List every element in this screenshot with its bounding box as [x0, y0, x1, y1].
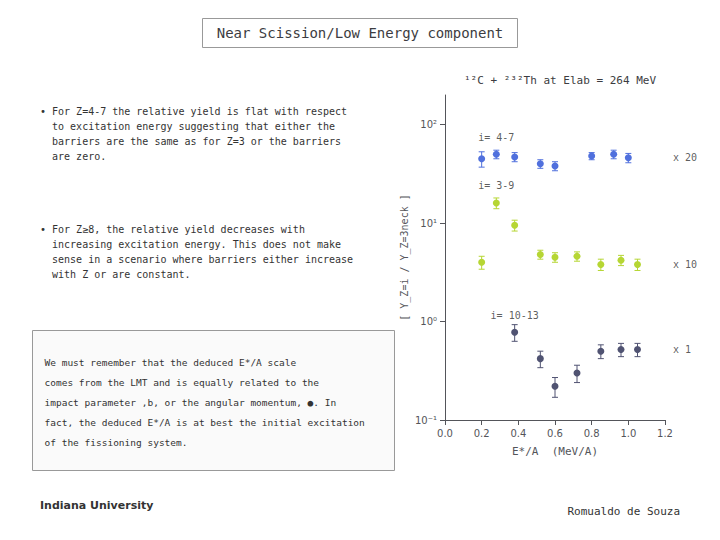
svg-text:sense in a scenario where barr: sense in a scenario where barriers eithe…: [40, 254, 353, 265]
svg-text:i= 3-9: i= 3-9: [478, 180, 514, 191]
svg-text:10⁰: 10⁰: [420, 316, 437, 327]
svg-text:1.2: 1.2: [657, 428, 673, 439]
svg-text:¹²C + ²³²Th at Elab = 264 MeV: ¹²C + ²³²Th at Elab = 264 MeV: [464, 74, 656, 87]
svg-text:x 1: x 1: [673, 344, 691, 355]
svg-text:0.2: 0.2: [474, 428, 490, 439]
svg-text:i= 4-7: i= 4-7: [478, 132, 514, 143]
svg-text:comes from the LMT and is equa: comes from the LMT and is equally relate…: [45, 377, 320, 388]
svg-text:x 20: x 20: [673, 152, 697, 163]
svg-text:• For Z≥8, the relative yield: • For Z≥8, the relative yield decreases …: [40, 224, 305, 235]
svg-text:• For Z=4-7 the relative yield: • For Z=4-7 the relative yield is flat w…: [40, 106, 347, 117]
svg-text:E*/A (MeV/A): E*/A (MeV/A): [512, 445, 598, 458]
svg-text:[ Y_Z=i / Y_Z=3neck ]: [ Y_Z=i / Y_Z=3neck ]: [399, 194, 411, 320]
svg-text:Near Scission/Low Energy compo: Near Scission/Low Energy component: [217, 25, 504, 41]
svg-text:i= 10-13: i= 10-13: [491, 310, 539, 321]
svg-text:fact, the deduced E*/A is at b: fact, the deduced E*/A is at best the in…: [45, 417, 365, 428]
svg-text:Indiana University: Indiana University: [40, 499, 153, 512]
svg-text:barriers are the same as for Z: barriers are the same as for Z=3 or the …: [40, 136, 341, 147]
svg-text:increasing excitation energy.: increasing excitation energy. This does …: [40, 239, 341, 250]
svg-text:We must remember that the dedu: We must remember that the deduced E*/A s…: [45, 357, 297, 368]
svg-text:of the fissioning system.: of the fissioning system.: [45, 437, 188, 448]
svg-text:impact parameter ,b, or the an: impact parameter ,b, or the angular mome…: [45, 397, 337, 408]
svg-text:with Z or are constant.: with Z or are constant.: [40, 269, 191, 280]
svg-text:x 10: x 10: [673, 259, 697, 270]
svg-text:1.0: 1.0: [620, 428, 636, 439]
svg-text:10¹: 10¹: [420, 218, 437, 229]
svg-text:0.0: 0.0: [437, 428, 453, 439]
svg-text:10⁻¹: 10⁻¹: [415, 415, 437, 426]
svg-text:0.4: 0.4: [510, 428, 526, 439]
svg-text:10²: 10²: [420, 119, 437, 130]
svg-text:0.8: 0.8: [584, 428, 600, 439]
svg-text:are zero.: are zero.: [40, 151, 106, 162]
svg-text:to excitation energy suggestin: to excitation energy suggesting that eit…: [40, 121, 335, 132]
svg-text:0.6: 0.6: [547, 428, 563, 439]
svg-text:Romualdo de Souza: Romualdo de Souza: [567, 505, 680, 518]
